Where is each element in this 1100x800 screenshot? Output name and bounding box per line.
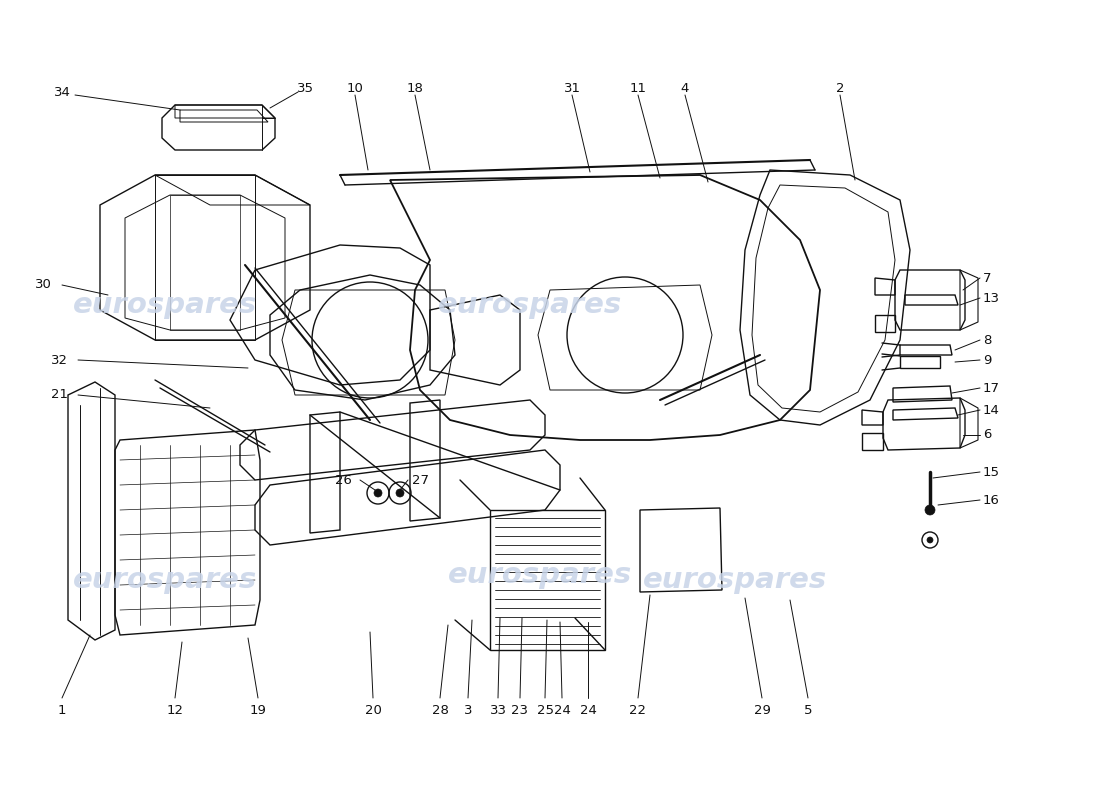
Text: 1: 1 [57,703,66,717]
Text: 23: 23 [512,703,528,717]
Text: 28: 28 [431,703,449,717]
Text: 9: 9 [983,354,991,366]
Circle shape [396,489,404,497]
Text: 5: 5 [804,703,812,717]
Text: 34: 34 [54,86,70,98]
Text: 24: 24 [580,703,596,717]
Circle shape [927,537,933,543]
Text: 20: 20 [364,703,382,717]
Text: 21: 21 [51,389,68,402]
Text: 32: 32 [51,354,68,366]
Text: 6: 6 [983,429,991,442]
Text: 8: 8 [983,334,991,346]
Text: eurospares: eurospares [642,566,827,594]
Text: 19: 19 [250,703,266,717]
Text: 14: 14 [983,403,1000,417]
Text: eurospares: eurospares [438,291,623,319]
Text: 29: 29 [754,703,770,717]
Text: 31: 31 [563,82,581,94]
Text: 13: 13 [983,291,1000,305]
Text: 35: 35 [297,82,313,94]
Text: 12: 12 [166,703,184,717]
Circle shape [374,489,382,497]
Text: 33: 33 [490,703,506,717]
Text: 4: 4 [681,82,690,94]
Circle shape [925,505,935,515]
Text: 18: 18 [407,82,424,94]
Text: 15: 15 [983,466,1000,478]
Text: 7: 7 [983,271,991,285]
Text: eurospares: eurospares [73,566,257,594]
Text: 3: 3 [464,703,472,717]
Text: 2: 2 [836,82,845,94]
Text: eurospares: eurospares [73,291,257,319]
Text: 30: 30 [35,278,52,291]
Text: 17: 17 [983,382,1000,394]
Text: eurospares: eurospares [448,561,632,589]
Text: 25: 25 [537,703,553,717]
Text: 11: 11 [629,82,647,94]
Text: 16: 16 [983,494,1000,506]
Text: 26: 26 [336,474,352,486]
Text: 10: 10 [346,82,363,94]
Text: 24: 24 [553,703,571,717]
Text: 22: 22 [629,703,647,717]
Text: 27: 27 [412,474,429,486]
